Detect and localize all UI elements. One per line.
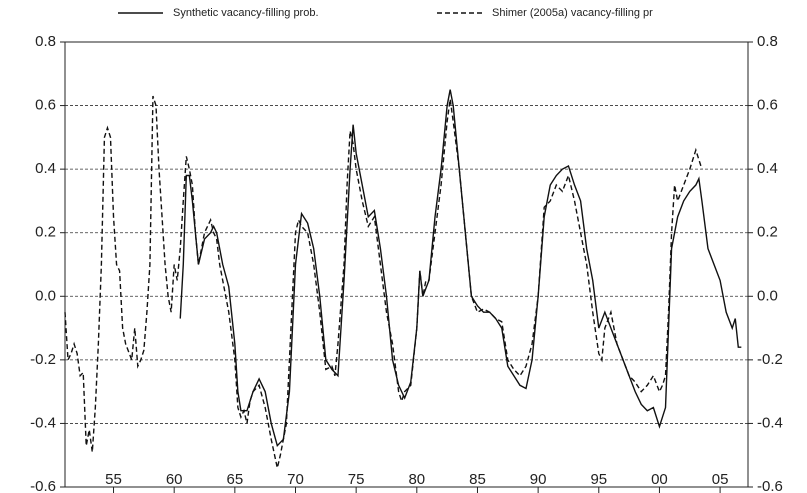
- x-tick-label: 90: [530, 471, 547, 488]
- x-tick-label: 05: [712, 471, 729, 488]
- y2-tick-label: 0.6: [757, 97, 778, 114]
- x-tick-label: 00: [651, 471, 668, 488]
- y-tick-label: 0.2: [35, 224, 56, 241]
- x-tick-label: 75: [348, 471, 365, 488]
- y2-tick-label: 0.0: [757, 287, 778, 304]
- y2-tick-label: -0.2: [757, 351, 783, 368]
- plot-frame: [64, 41, 749, 488]
- y2-tick-label: 0.2: [757, 224, 778, 241]
- x-tick-label: 80: [408, 471, 425, 488]
- legend: Synthetic vacancy-filling prob. Shimer (2…: [118, 7, 653, 19]
- y2-tick-label: 0.8: [757, 33, 778, 50]
- series-line: [64, 95, 703, 469]
- y2-tick-label: 0.4: [757, 160, 778, 177]
- y-tick-label: 0.0: [35, 287, 56, 304]
- y2-tick-label: -0.4: [757, 414, 783, 431]
- x-tick-label: 60: [166, 471, 183, 488]
- y-tick-label: -0.4: [30, 414, 56, 431]
- x-tick-label: 85: [469, 471, 486, 488]
- y-tick-label: 0.4: [35, 160, 56, 177]
- y-tick-label: -0.6: [30, 478, 56, 493]
- y-tick-label: 0.8: [35, 33, 56, 50]
- x-tick-label: 70: [287, 471, 304, 488]
- y-tick-label: 0.6: [35, 97, 56, 114]
- x-tick-label: 95: [590, 471, 607, 488]
- y-tick-label: -0.2: [30, 351, 56, 368]
- series-line: [179, 89, 742, 448]
- y2-tick-label: -0.6: [757, 478, 783, 493]
- legend-label: Shimer (2005a) vacancy-filling pr: [492, 7, 653, 19]
- x-tick-label: 65: [226, 471, 243, 488]
- x-tick-label: 55: [105, 471, 122, 488]
- legend-label: Synthetic vacancy-filling prob.: [173, 7, 319, 19]
